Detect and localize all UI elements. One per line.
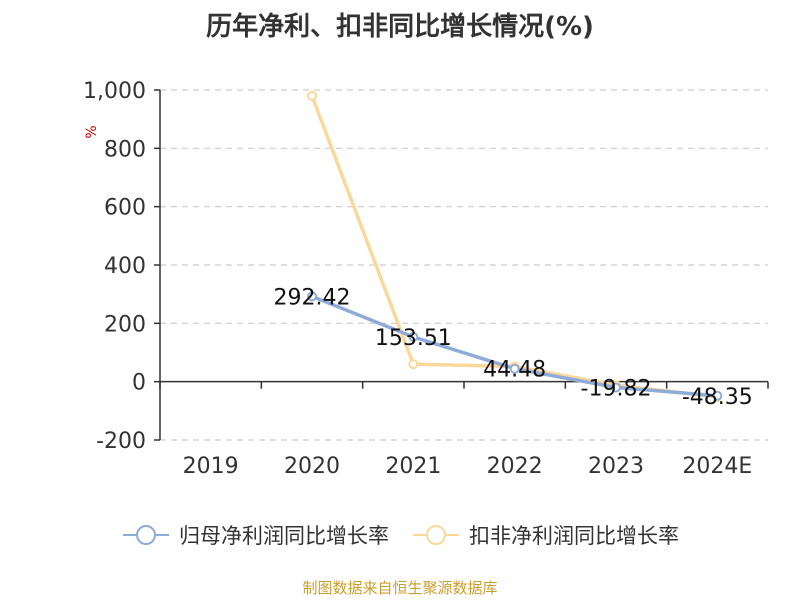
- x-tick-label: 2024E: [682, 454, 752, 479]
- data-label: 153.51: [375, 326, 452, 351]
- legend-swatch-0-icon: [123, 525, 169, 545]
- axes: -200 0 200 400 600 800 1,000 2019 2020 2021 2022 20…: [83, 79, 769, 479]
- data-label: -19.82: [581, 376, 652, 401]
- legend-swatch-1-icon: [413, 525, 459, 545]
- legend: 归母净利润同比增长率 扣非净利润同比增长率: [0, 520, 800, 550]
- y-tick-label: 800: [104, 137, 146, 162]
- data-point-0: [408, 331, 419, 342]
- data-point-1: [408, 359, 419, 370]
- y-tick-label: -200: [96, 429, 146, 454]
- data-point-1: [307, 90, 317, 101]
- y-tick-label: 0: [132, 371, 146, 396]
- source-note: 制图数据来自恒生聚源数据库: [302, 579, 498, 597]
- y-axis-unit-label: %: [84, 125, 100, 138]
- x-tick-label: 2022: [487, 454, 543, 479]
- data-labels: 292.42 153.51 44.48 -19.82 -48.35: [274, 285, 753, 409]
- y-tick-label: 400: [104, 254, 146, 279]
- grid-lines: [160, 89, 768, 441]
- x-tick-label: 2023: [588, 454, 644, 479]
- x-tick-label: 2020: [284, 454, 340, 479]
- y-tick-label: 200: [104, 312, 146, 337]
- legend-label-0: 归母净利润同比增长率: [179, 524, 389, 548]
- data-label: 44.48: [483, 358, 546, 383]
- data-label: -48.35: [682, 385, 753, 410]
- data-point-0: [509, 363, 520, 374]
- data-label: 292.42: [274, 285, 351, 310]
- series-lines: [307, 90, 723, 402]
- x-tick-label: 2019: [183, 454, 239, 479]
- x-tick-label: 2021: [385, 454, 441, 479]
- data-point-0: [712, 390, 723, 401]
- series-line-1: [310, 95, 718, 399]
- data-point-0: [611, 382, 621, 393]
- legend-item-1[interactable]: 扣非净利润同比增长率: [411, 520, 679, 550]
- legend-label-1: 扣非净利润同比增长率: [469, 524, 679, 548]
- y-tick-label: 600: [104, 196, 146, 221]
- chart-title: 历年净利、扣非同比增长情况(%): [206, 12, 594, 42]
- legend-item-0[interactable]: 归母净利润同比增长率: [121, 520, 389, 550]
- data-point-0: [307, 291, 317, 302]
- y-tick-label: 1,000: [83, 79, 146, 104]
